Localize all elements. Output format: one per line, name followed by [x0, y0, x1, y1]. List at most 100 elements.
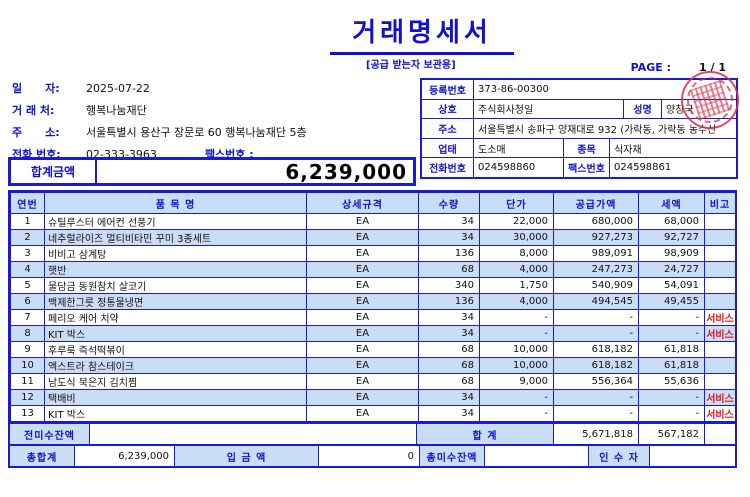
item-qty: 34 — [418, 325, 480, 342]
item-name: 후루룩 즉석떡볶이 — [44, 341, 307, 358]
outstanding-label: 총미수잔액 — [420, 446, 485, 466]
item-name: 물담금 동원참치 살코기 — [44, 277, 307, 294]
supplier-phone-label: 전화번호 — [422, 158, 474, 177]
item-note — [704, 357, 736, 374]
item-supply-amount: - — [553, 309, 639, 326]
item-unit-price: 30,000 — [479, 229, 554, 246]
item-row: 5 물담금 동원참치 살코기 EA 340 1,750 540,909 54,091 — [10, 277, 736, 294]
subtotal-supply-value: 5,671,818 — [554, 424, 639, 444]
item-no: 2 — [10, 229, 45, 246]
header-no: 연번 — [10, 192, 45, 214]
item-note: 서비스 — [704, 405, 736, 422]
header-note: 비고 — [704, 192, 736, 214]
item-unit-price: 4,000 — [479, 261, 554, 278]
grand-total-box: 합계금액 6,239,000 — [8, 157, 416, 186]
item-supply-amount: 618,182 — [553, 341, 639, 358]
buyer-client-label: 거 래 처: — [12, 104, 55, 117]
item-unit-price: 9,000 — [479, 373, 554, 390]
prev-balance-label: 전미수잔액 — [10, 424, 90, 444]
item-no: 8 — [10, 325, 45, 342]
item-no: 3 — [10, 245, 45, 262]
deposit-label: 입 금 액 — [175, 446, 319, 466]
item-tax: - — [638, 325, 705, 342]
receiver-value — [650, 446, 735, 466]
item-no: 4 — [10, 261, 45, 278]
item-spec: EA — [306, 245, 419, 262]
supplier-regno-label: 등록번호 — [422, 80, 474, 99]
item-row: 13 KIT 박스 EA 34- - - 서비스 — [10, 405, 736, 422]
item-note — [704, 261, 736, 278]
item-spec: EA — [306, 405, 419, 422]
header-supply-amount: 공급가액 — [553, 192, 639, 214]
supplier-fax-value: 024598861 — [614, 162, 672, 174]
item-name: 남도식 묵은지 김치찜 — [44, 373, 307, 390]
item-spec: EA — [306, 277, 419, 294]
supplier-regno-row: 등록번호 373-86-00300 — [422, 80, 736, 100]
item-supply-amount: - — [553, 405, 639, 422]
item-spec: EA — [306, 293, 419, 310]
item-row: 9 후루룩 즉석떡볶이 EA 68 10,000 618,182 61,818 — [10, 341, 736, 358]
item-no: 10 — [10, 357, 45, 374]
item-unit-price: - — [479, 389, 554, 406]
header-tax: 세액 — [638, 192, 705, 214]
item-spec: EA — [306, 229, 419, 246]
item-tax: 68,000 — [638, 213, 705, 230]
item-tax: 61,818 — [638, 357, 705, 374]
deposit-value: 0 — [319, 446, 420, 466]
item-name: 슈틸루스터 에어컨 선풍기 — [44, 213, 307, 230]
supplier-company-label: 상호 — [422, 99, 474, 119]
item-supply-amount: - — [553, 325, 639, 342]
buyer-date-row: 일 자: 2025-07-22 — [12, 80, 150, 96]
item-unit-price: 22,000 — [479, 213, 554, 230]
buyer-address-row: 주 소: 서울특별시 용산구 장문로 60 행복나눔재단 5층 — [12, 124, 307, 140]
item-spec: EA — [306, 325, 419, 342]
buyer-client-value: 행복나눔재단 — [86, 104, 147, 117]
item-tax: 61,818 — [638, 341, 705, 358]
header-unit-price: 단가 — [479, 192, 554, 214]
item-unit-price: - — [479, 309, 554, 326]
item-unit-price: 10,000 — [479, 357, 554, 374]
item-supply-amount: 989,091 — [553, 245, 639, 262]
item-name: KIT 박스 — [44, 405, 307, 422]
page-title: 거래명세서 — [330, 12, 514, 55]
supplier-biztype-value: 도소매 — [474, 138, 564, 158]
item-tax: 54,091 — [638, 277, 705, 294]
item-name: 엑스트라 참스테이크 — [44, 357, 307, 374]
page-number-value: 1 / 1 — [699, 61, 726, 74]
buyer-client-row: 거 래 처: 행복나눔재단 — [12, 102, 147, 118]
grand-total-label: 총합계 — [10, 446, 75, 466]
subtotal-tax-value: 567,182 — [639, 424, 705, 444]
item-no: 5 — [10, 277, 45, 294]
item-tax: 98,909 — [638, 245, 705, 262]
supplier-phone-row: 전화번호 024598860 팩스번호 024598861 — [422, 158, 736, 177]
item-row: 3 비비고 삼계탕 EA 136 8,000 989,091 98,909 — [10, 245, 736, 262]
outstanding-value — [485, 446, 589, 466]
item-note: 서비스 — [704, 309, 736, 326]
item-qty: 34 — [418, 309, 480, 326]
item-supply-amount: 556,364 — [553, 373, 639, 390]
item-name: 네추럴라이즈 멀티비타민 꾸미 3종세트 — [44, 229, 307, 246]
item-tax: - — [638, 309, 705, 326]
buyer-address-value: 서울특별시 용산구 장문로 60 행복나눔재단 5층 — [86, 126, 307, 139]
item-note: 서비스 — [704, 325, 736, 342]
item-tax: - — [638, 405, 705, 422]
item-note — [704, 213, 736, 230]
item-qty: 68 — [418, 373, 480, 390]
item-note — [704, 293, 736, 310]
item-no: 6 — [10, 293, 45, 310]
supplier-bizitem-value: 식자재 — [614, 144, 642, 156]
prev-balance-value — [90, 424, 417, 444]
subtotal-label: 합 계 — [417, 424, 554, 444]
item-row: 2 네추럴라이즈 멀티비타민 꾸미 3종세트 EA 34 30,000 927,273 92… — [10, 229, 736, 246]
item-note — [704, 229, 736, 246]
item-row: 10 엑스트라 참스테이크 EA 68 10,000 618,182 61,818 — [10, 357, 736, 374]
item-name: KIT 박스 — [44, 325, 307, 342]
page-number: PAGE : 1 / 1 — [631, 61, 726, 74]
item-qty: 34 — [418, 389, 480, 406]
item-no: 9 — [10, 341, 45, 358]
grand-total-row: 총합계 6,239,000 입 금 액 0 총미수잔액 인 수 자 — [10, 444, 735, 466]
item-name: 택배비 — [44, 389, 307, 406]
buyer-date-label: 일 자: — [12, 82, 60, 95]
item-qty: 68 — [418, 261, 480, 278]
page-number-label: PAGE : — [630, 61, 672, 74]
